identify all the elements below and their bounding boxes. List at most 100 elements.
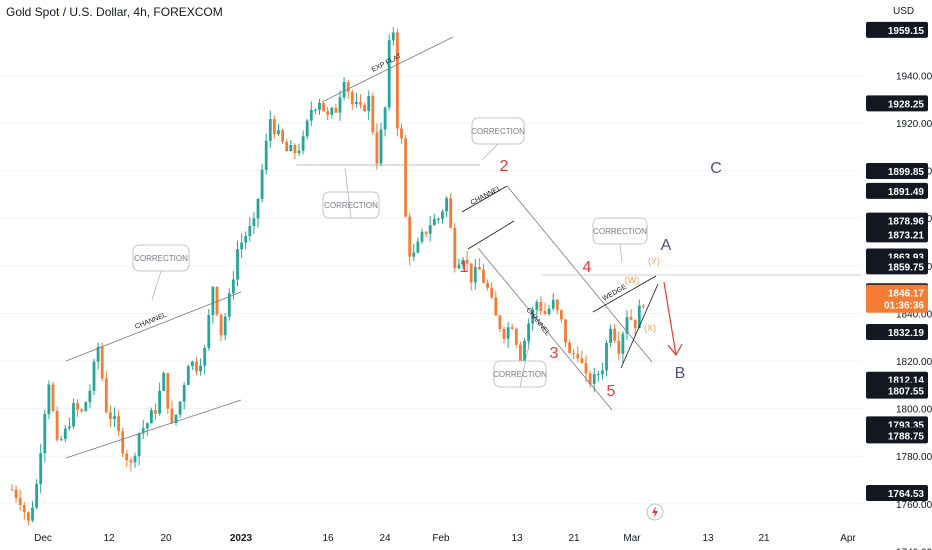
candle-body	[473, 267, 477, 283]
price-tag-label: 1764.53	[888, 489, 925, 500]
candle-body	[551, 299, 555, 309]
candle-body	[125, 453, 129, 461]
channel-line-lower	[65, 399, 242, 459]
candle-body	[55, 410, 59, 440]
candle-body	[596, 374, 600, 376]
wave-label-b: B	[675, 365, 686, 382]
candle-body	[227, 293, 231, 317]
candle-body	[412, 252, 416, 257]
candle-body	[31, 507, 34, 521]
price-tag	[866, 226, 928, 243]
price-tag	[866, 382, 928, 399]
candle-body	[355, 102, 358, 105]
candle-body	[39, 453, 43, 484]
candle-body	[408, 216, 412, 257]
candle-body	[350, 91, 354, 105]
price-tag-label: 1832.19	[888, 328, 925, 339]
candle-body	[80, 409, 84, 412]
candle-body	[461, 259, 465, 265]
candle-body	[592, 374, 596, 384]
channel-label-1: CHANNEL	[134, 312, 168, 331]
price-tag	[866, 182, 928, 199]
x-tick-label: 2023	[230, 533, 253, 544]
down-channel-lower	[477, 247, 613, 411]
forecast-arrow-head	[667, 343, 683, 357]
candle-body	[363, 104, 366, 112]
y-tick-label: 1920.00	[896, 119, 932, 130]
x-tick-label: 20	[160, 533, 172, 544]
candle-body	[240, 242, 243, 250]
candle-body	[367, 96, 371, 112]
price-tag-label: 1878.96	[888, 217, 925, 228]
price-tag-label: 1859.75	[888, 262, 925, 273]
wave-label-c: C	[710, 160, 722, 177]
candle-body	[514, 328, 518, 345]
price-tag-label: 1793.35	[888, 420, 925, 431]
y-tick-label: 1820.00	[896, 357, 932, 368]
candle-body	[178, 401, 182, 415]
candle-body	[428, 225, 432, 234]
candle-body	[199, 365, 202, 372]
candle-body	[555, 299, 559, 311]
y-tick-label: 1780.00	[896, 452, 932, 463]
candle-body	[236, 249, 239, 280]
candle-body	[506, 327, 510, 339]
candle-body	[379, 129, 383, 164]
y-tick-label: 1740.00	[896, 547, 932, 550]
candle-body	[232, 279, 235, 294]
candle-body	[564, 319, 567, 343]
price-tag-label: 1873.21	[888, 230, 925, 241]
candle-body	[207, 315, 211, 349]
candle-body	[264, 140, 268, 170]
price-tag-label: 1812.14	[888, 376, 925, 387]
candle-body	[170, 408, 174, 423]
candle-body	[18, 497, 22, 506]
candle-body	[371, 96, 375, 133]
price-tag-label: 1807.55	[888, 387, 925, 398]
candle-body	[633, 319, 637, 329]
candle-body	[277, 130, 280, 135]
candle-body	[449, 198, 453, 228]
candle-body	[375, 132, 379, 164]
candle-body	[154, 410, 157, 414]
price-tag-label: 1788.75	[888, 431, 925, 442]
candle-body	[314, 109, 317, 111]
candle-body	[387, 40, 391, 108]
candle-body	[334, 107, 338, 113]
candle-body	[256, 198, 260, 219]
correction-5-pointer	[519, 339, 531, 388]
candle-body	[195, 361, 198, 372]
candle-body	[482, 269, 485, 283]
x-tick-label: Mar	[623, 533, 641, 544]
price-tag	[866, 485, 928, 502]
candle-body	[527, 323, 530, 341]
candle-body	[420, 231, 424, 242]
candle-body	[59, 438, 63, 440]
candle-body	[72, 403, 75, 427]
candle-body	[437, 218, 440, 220]
price-tag-label: 1959.15	[888, 26, 925, 37]
down-channel-upper	[506, 185, 653, 363]
price-tag-label: 1899.85	[888, 167, 925, 178]
candle-body	[621, 333, 625, 354]
candle-body	[285, 141, 289, 152]
candle-body	[104, 378, 108, 413]
candle-body	[416, 241, 420, 253]
y-tick-label: 1800.00	[896, 405, 932, 416]
candle-body	[141, 428, 145, 434]
candle-body	[490, 287, 494, 298]
candle-body	[305, 120, 309, 137]
price-tag	[866, 427, 928, 444]
candle-body	[22, 505, 26, 513]
correction-1-text: CORRECTION	[134, 254, 188, 263]
channel-line-upper	[65, 291, 242, 362]
price-tag	[866, 212, 928, 229]
candle-body	[391, 32, 395, 41]
wave-label-x: (X)	[644, 323, 656, 333]
flash-icon-glyph	[652, 506, 658, 518]
candle-body	[117, 416, 120, 432]
candle-body	[268, 119, 272, 141]
price-tag	[866, 21, 928, 38]
candle-body	[133, 456, 137, 463]
